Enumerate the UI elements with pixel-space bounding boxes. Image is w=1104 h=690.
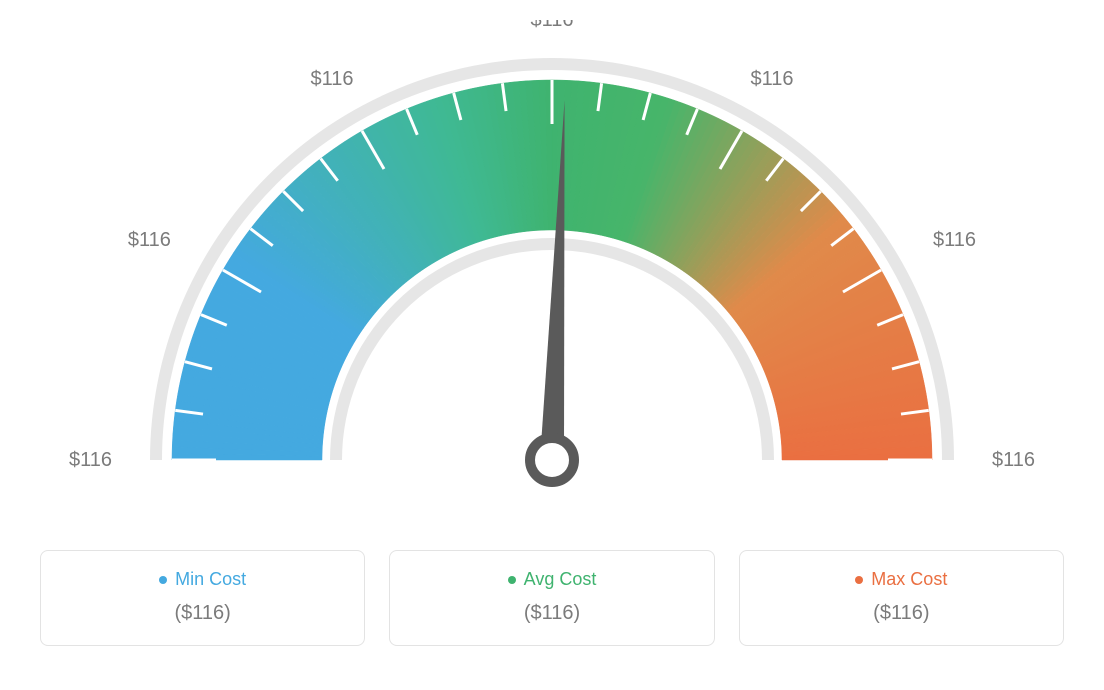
svg-text:$116: $116 — [933, 229, 976, 251]
legend-card-min: Min Cost ($116) — [40, 550, 365, 646]
legend-card-avg: Avg Cost ($116) — [389, 550, 714, 646]
svg-text:$116: $116 — [992, 449, 1035, 471]
svg-text:$116: $116 — [128, 229, 171, 251]
legend-label-max: Max Cost — [760, 569, 1043, 590]
legend-label-text: Avg Cost — [524, 569, 597, 590]
svg-text:$116: $116 — [310, 68, 353, 90]
svg-text:$116: $116 — [750, 68, 793, 90]
dot-icon — [508, 576, 516, 584]
dot-icon — [855, 576, 863, 584]
legend-row: Min Cost ($116) Avg Cost ($116) Max Cost… — [40, 550, 1064, 646]
legend-value-max: ($116) — [760, 602, 1043, 625]
dot-icon — [159, 576, 167, 584]
legend-value-min: ($116) — [61, 602, 344, 625]
legend-label-avg: Avg Cost — [410, 569, 693, 590]
legend-card-max: Max Cost ($116) — [739, 550, 1064, 646]
gauge-chart: $116 $116 $116 $116 $116 $116 $116 — [40, 20, 1064, 520]
svg-text:$116: $116 — [530, 20, 573, 31]
svg-text:$116: $116 — [69, 449, 112, 471]
gauge-svg: $116 $116 $116 $116 $116 $116 $116 — [40, 20, 1064, 520]
legend-label-text: Max Cost — [871, 569, 947, 590]
legend-label-text: Min Cost — [175, 569, 246, 590]
legend-label-min: Min Cost — [61, 569, 344, 590]
legend-value-avg: ($116) — [410, 602, 693, 625]
